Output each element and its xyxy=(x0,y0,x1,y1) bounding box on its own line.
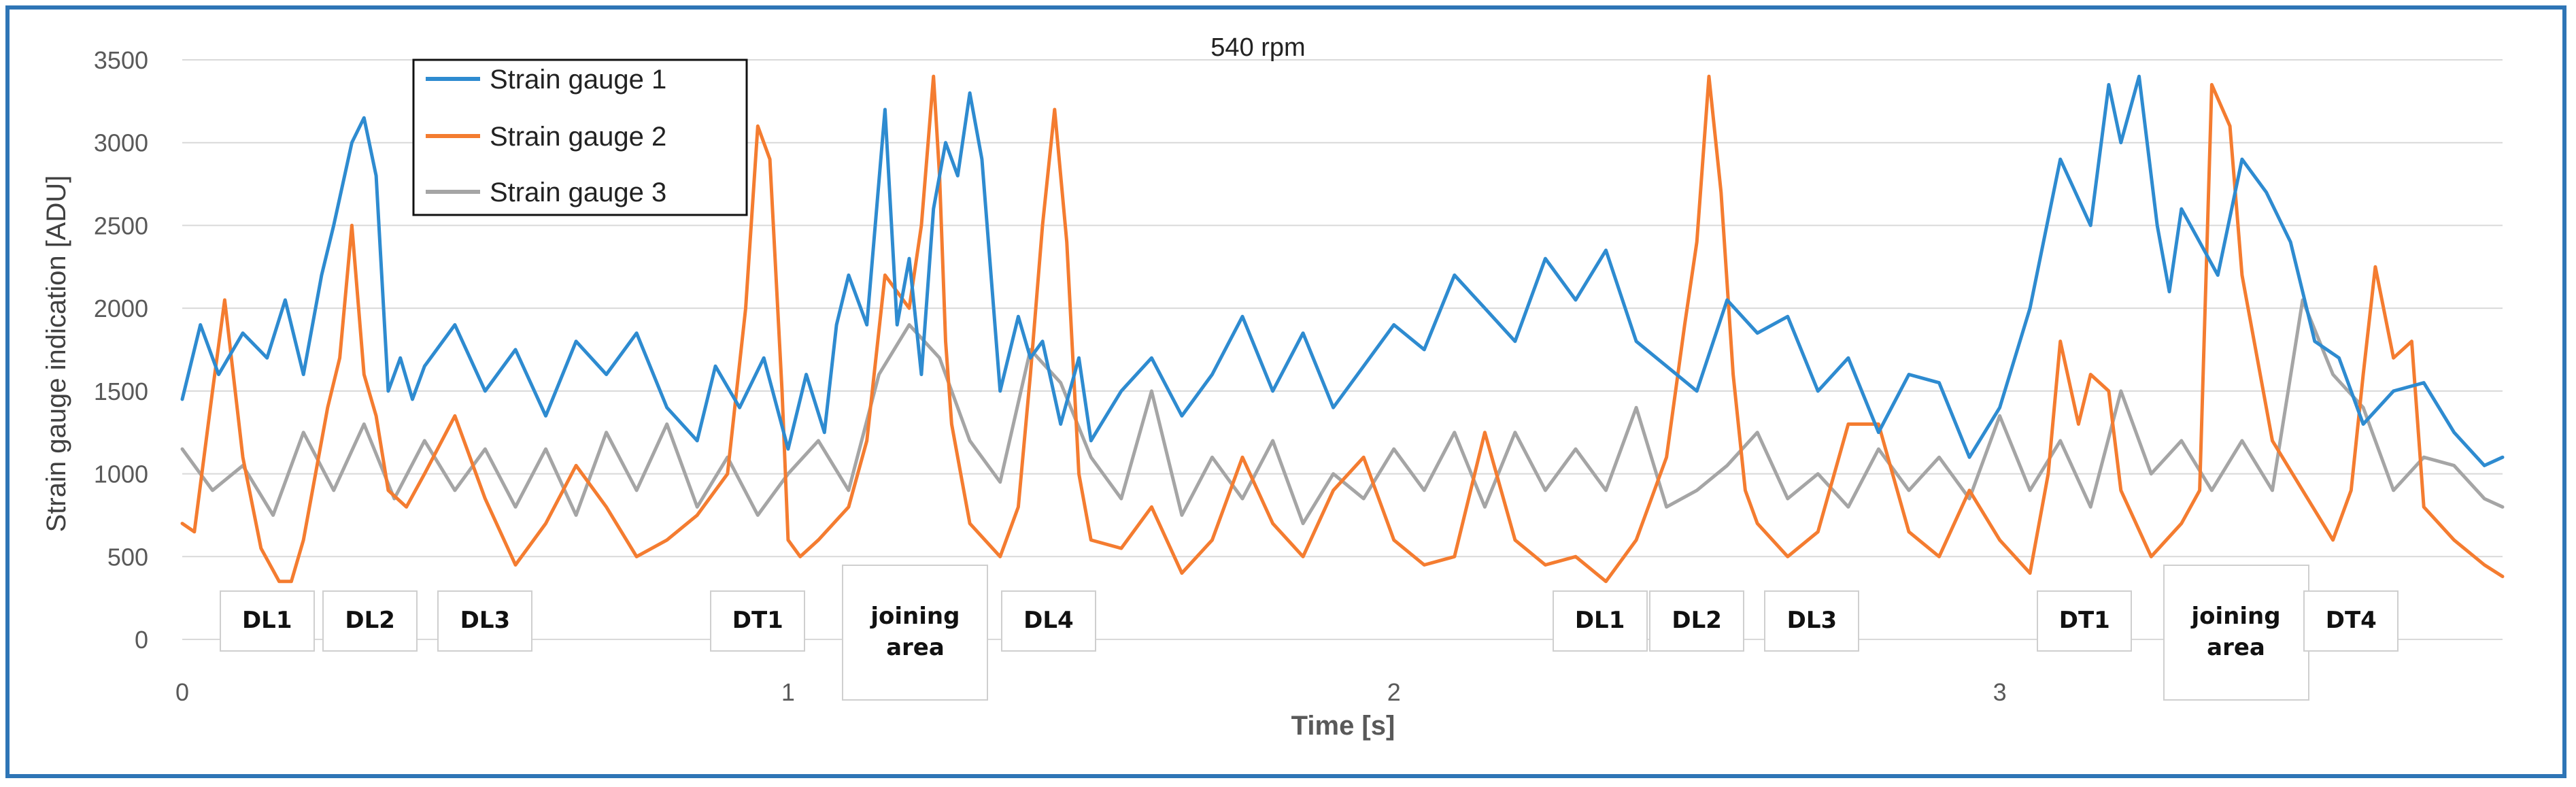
x-tick-label: 1 xyxy=(781,678,795,706)
y-axis-title: Strain gauge indication [ADU] xyxy=(41,175,71,533)
y-tick-label: 1000 xyxy=(94,461,148,488)
annotation-label: DL3 xyxy=(1764,590,1860,652)
chart-title: 540 rpm xyxy=(1210,33,1305,62)
annotation-label: DL2 xyxy=(322,590,418,652)
series-layer xyxy=(180,74,2505,584)
x-tick-labels: 0 1 2 3 xyxy=(175,678,2007,706)
series-line-sg2 xyxy=(180,74,2505,584)
x-tick-label: 0 xyxy=(175,678,189,706)
y-tick-label: 3000 xyxy=(94,129,148,157)
x-axis-title: Time [s] xyxy=(1291,711,1395,741)
y-tick-label: 500 xyxy=(107,543,148,571)
annotation-label: DL1 xyxy=(1552,590,1648,652)
annotation-label: joining area xyxy=(2163,565,2309,701)
y-tick-label: 2500 xyxy=(94,212,148,239)
annotation-label: DT4 xyxy=(2303,590,2399,652)
y-tick-label: 0 xyxy=(135,626,148,654)
annotation-label: DT1 xyxy=(710,590,806,652)
annotation-label: DL1 xyxy=(219,590,315,652)
y-tick-label: 3500 xyxy=(94,46,148,74)
x-tick-label: 3 xyxy=(1993,678,2007,706)
annotation-label: DT1 xyxy=(2037,590,2133,652)
series-line-sg3 xyxy=(180,298,2505,526)
x-tick-label: 2 xyxy=(1387,678,1401,706)
legend-label-sg3: Strain gauge 3 xyxy=(490,178,666,207)
legend-label-sg2: Strain gauge 2 xyxy=(490,122,666,152)
annotation-label: DL3 xyxy=(437,590,533,652)
annotation-label: DL2 xyxy=(1649,590,1745,652)
annotation-label: joining area xyxy=(842,565,989,701)
series-line-sg1 xyxy=(180,74,2505,467)
legend-label-sg1: Strain gauge 1 xyxy=(490,65,666,95)
annotation-label: DL4 xyxy=(1000,590,1096,652)
y-tick-label: 1500 xyxy=(94,378,148,405)
legend: Strain gauge 1 Strain gauge 2 Strain gau… xyxy=(412,58,748,216)
y-tick-labels: 0 500 1000 1500 2000 2500 3000 3500 xyxy=(94,46,148,654)
figure-frame xyxy=(5,5,2566,778)
y-tick-label: 2000 xyxy=(94,295,148,322)
